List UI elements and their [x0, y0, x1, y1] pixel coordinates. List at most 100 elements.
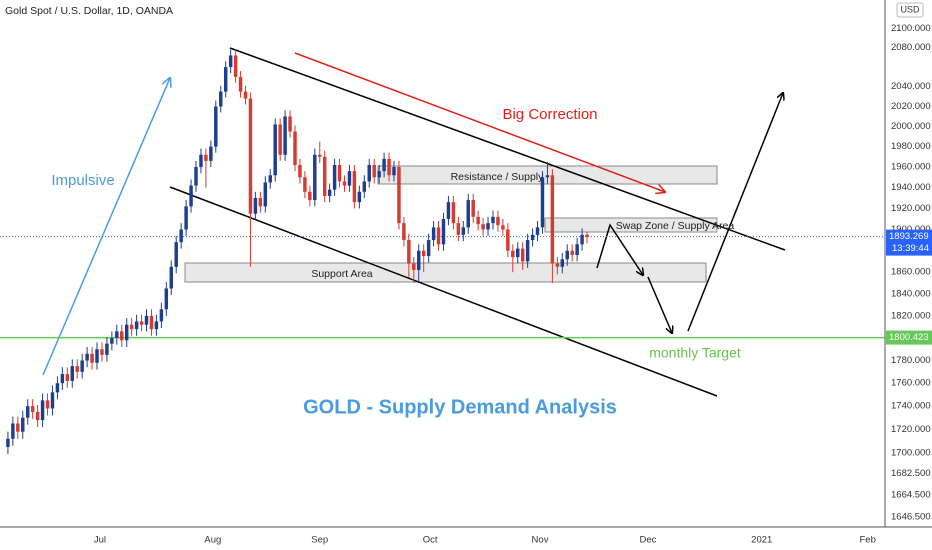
y-tick-label: 1700.000 — [891, 447, 931, 458]
y-tick-label: 1900.000 — [891, 224, 931, 235]
last-price-label: 1893.269 — [889, 231, 929, 242]
x-tick-label: Dec — [639, 535, 656, 546]
candle-body — [159, 309, 164, 322]
candle-body — [347, 171, 352, 186]
candle-body — [209, 146, 213, 161]
countdown: 13:39:44 — [892, 243, 929, 254]
y-tick-label: 2020.000 — [891, 101, 931, 112]
candle-body — [50, 392, 55, 409]
candle-body — [129, 324, 134, 330]
y-tick-label: 1646.500 — [891, 512, 931, 523]
candle-body — [16, 423, 20, 432]
candle-body — [412, 263, 416, 271]
candle-body — [219, 91, 223, 107]
y-tick-label: 1980.000 — [891, 141, 931, 152]
candle-body — [149, 315, 154, 330]
last-price-label-bg — [886, 229, 932, 256]
candle-body — [496, 216, 500, 226]
x-tick-label: 2021 — [751, 535, 772, 546]
candle-body — [377, 171, 381, 178]
x-tick-label: Oct — [423, 535, 438, 546]
candle-body — [352, 171, 357, 203]
candle-body — [506, 229, 510, 251]
candle-body — [298, 164, 302, 178]
candle-body — [233, 55, 238, 77]
candle-body — [174, 242, 178, 267]
y-tick-label: 1860.000 — [891, 267, 931, 278]
candle-body — [243, 91, 248, 99]
candle-body — [575, 244, 579, 256]
candle-body — [362, 181, 367, 192]
candle-body — [258, 198, 263, 207]
candle-body — [184, 206, 188, 230]
candle-body — [273, 124, 277, 176]
candle-body — [124, 324, 129, 341]
candle-body — [491, 216, 495, 224]
candle-body — [100, 349, 104, 355]
candle-body — [382, 158, 386, 172]
path-arrow — [687, 93, 783, 332]
y-tick-label: 1780.000 — [891, 355, 931, 366]
y-tick-label: 2080.000 — [891, 42, 931, 53]
annotation: Impulsive — [51, 172, 114, 189]
candle-body — [372, 164, 376, 178]
y-tick-label: 1920.000 — [891, 203, 931, 214]
candle-body — [308, 191, 312, 201]
impulse-arrow — [42, 78, 170, 376]
candle-body — [461, 227, 466, 235]
candle-body — [278, 124, 282, 155]
target-price-label: 1800.423 — [889, 332, 929, 343]
candle-body — [263, 182, 268, 207]
annotation: Resistance / Supply — [451, 171, 545, 183]
candle-body — [6, 438, 10, 447]
candle-body — [486, 223, 490, 230]
candle-body — [65, 374, 70, 381]
candle-body — [214, 106, 218, 147]
candle-body — [466, 200, 470, 228]
candle-body — [35, 411, 40, 421]
candle-body — [25, 406, 30, 418]
y-tick-label: 2040.000 — [891, 81, 931, 92]
candle-body — [322, 156, 327, 196]
candle-body — [387, 158, 391, 176]
candle-body — [179, 229, 183, 243]
candle-body — [283, 116, 287, 155]
candle-body — [144, 315, 149, 325]
candle-body — [560, 259, 565, 267]
y-tick-label: 2000.000 — [891, 121, 931, 132]
candle-body — [327, 189, 332, 196]
x-tick-label: Feb — [859, 535, 875, 546]
y-tick-label: 1760.000 — [891, 378, 931, 389]
candle-body — [105, 343, 109, 355]
candle-body — [313, 154, 317, 201]
x-tick-label: Nov — [532, 535, 549, 546]
candle-body — [451, 202, 456, 224]
x-tick-label: Sep — [311, 535, 328, 546]
candle-body — [164, 288, 169, 310]
candle-body — [169, 266, 173, 289]
candle-body — [421, 250, 426, 257]
candle-body — [516, 248, 520, 258]
candle-body — [402, 223, 406, 241]
currency-badge — [896, 2, 924, 18]
candle-body — [441, 218, 446, 245]
candle-body — [456, 223, 461, 235]
candle-body — [228, 55, 233, 68]
candle-body — [60, 374, 65, 384]
path-arrow — [596, 223, 643, 275]
y-tick-label: 1664.500 — [891, 490, 931, 501]
channel-lower — [169, 186, 718, 397]
candle-body — [248, 98, 253, 214]
candle-body — [535, 227, 540, 235]
candle-body — [392, 167, 396, 176]
candle-body — [570, 250, 574, 256]
candles — [0, 49, 885, 455]
candle-body — [70, 366, 74, 381]
candle-body — [21, 417, 25, 432]
y-tick-label: 2100.000 — [891, 23, 931, 34]
currency: USD — [900, 4, 920, 14]
candle-body — [85, 353, 89, 361]
candle-body — [501, 225, 505, 230]
annotation: Swap Zone / Supply Area — [616, 220, 735, 232]
